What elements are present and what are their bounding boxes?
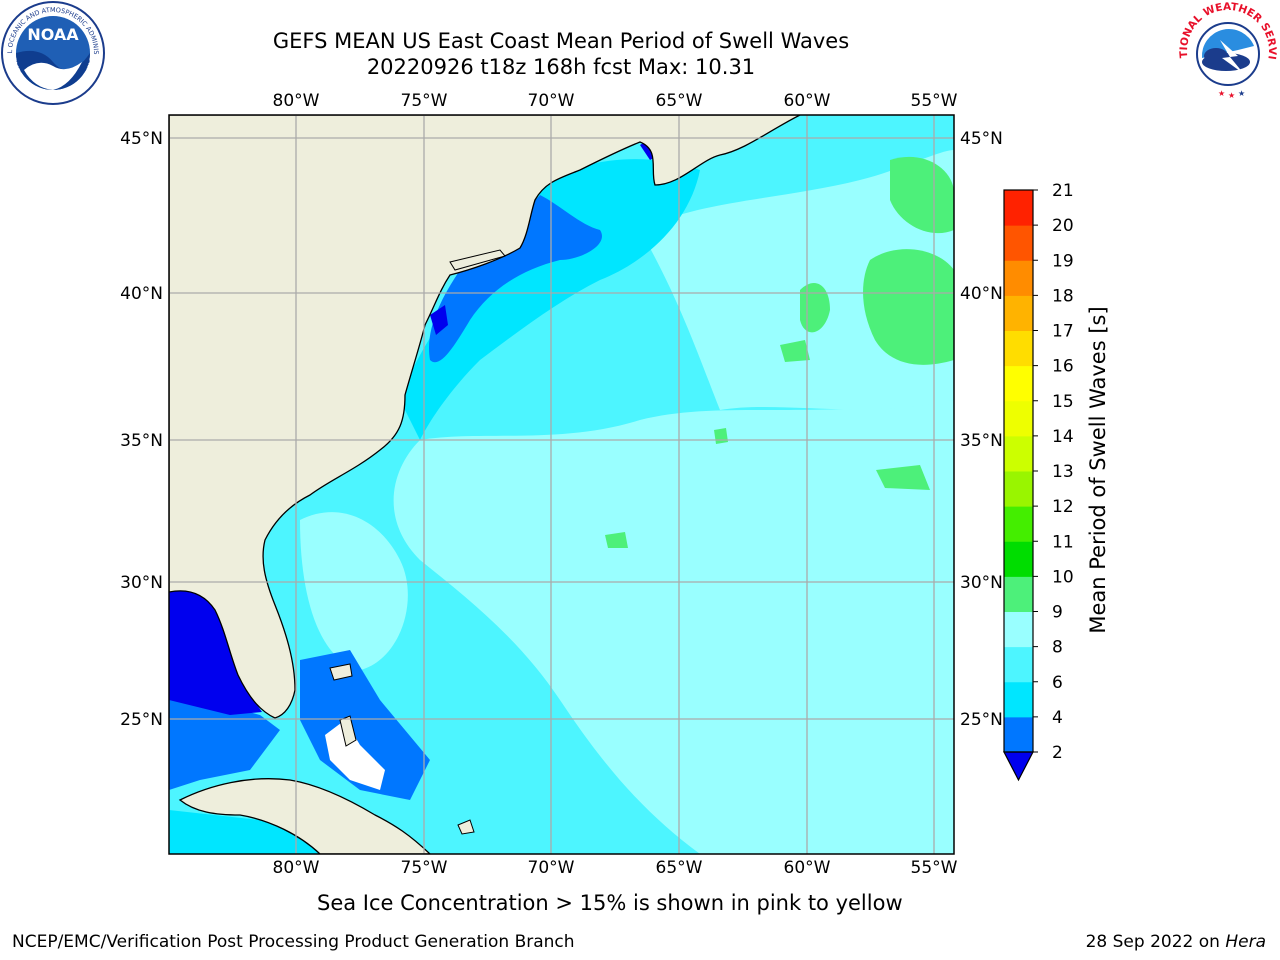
- lon-label-bottom: 55°W: [911, 858, 958, 878]
- colorbar-segment: [1004, 260, 1033, 296]
- svg-text:★: ★: [1218, 89, 1225, 98]
- colorbar-segment: [1004, 576, 1033, 612]
- lon-label-bottom: 75°W: [401, 858, 448, 878]
- colorbar-segment: [1004, 681, 1033, 718]
- colorbar-tick-label: 19: [1052, 251, 1074, 271]
- lat-label-right: 35°N: [960, 431, 1003, 451]
- colorbar-segment: [1004, 295, 1033, 331]
- colorbar-segment: [1004, 330, 1033, 367]
- colorbar-tick-label: 20: [1052, 216, 1074, 236]
- land-cuba: [178, 778, 431, 854]
- colorbar-tick-label: 8: [1052, 638, 1063, 658]
- lat-label-left: 45°N: [120, 129, 163, 149]
- bahamas-bank-white: [325, 720, 385, 790]
- colorbar-segment: [1004, 365, 1033, 402]
- colorbar-tick-label: 15: [1052, 392, 1074, 412]
- swell-zone-cyan: [400, 159, 700, 440]
- swell-zone-green-2: [863, 249, 954, 365]
- lat-label-left: 35°N: [120, 431, 163, 451]
- colorbar-tick-label: 18: [1052, 286, 1074, 306]
- lat-label-right: 25°N: [960, 710, 1003, 730]
- swell-zone-gulf-deep: [169, 585, 262, 715]
- map-title: GEFS MEAN US East Coast Mean Period of S…: [272, 29, 850, 53]
- swell-zone-blue-chesapeake: [430, 305, 448, 335]
- colorbar-tick-label: 11: [1052, 532, 1074, 552]
- colorbar-under-triangle: [1003, 751, 1034, 782]
- colorbar-tick-label: 6: [1052, 673, 1063, 693]
- colorbar-segment: [1004, 646, 1033, 683]
- lat-label-right: 45°N: [960, 129, 1003, 149]
- swell-zone-light-sw: [300, 512, 408, 670]
- colorbar-tick-label: 16: [1052, 357, 1074, 377]
- colorbar-segment: [1004, 225, 1033, 261]
- lon-label-top: 60°W: [784, 91, 831, 111]
- graticule: [169, 115, 954, 854]
- lon-label-bottom: 65°W: [656, 858, 703, 878]
- colorbar-tick-label: 21: [1052, 181, 1074, 201]
- colorbar-segment: [1004, 400, 1033, 437]
- lat-label-left: 25°N: [120, 710, 163, 730]
- lon-label-top: 65°W: [656, 91, 703, 111]
- date-value: 28 Sep 2022 on: [1085, 932, 1220, 952]
- date-text: 28 Sep 2022 on Hera: [1086, 932, 1266, 952]
- swell-zone-light: [393, 400, 954, 854]
- lon-label-top: 55°W: [911, 91, 958, 111]
- colorbar-segment: [1004, 611, 1033, 648]
- noaa-logo-icon: NATIONAL OCEANIC AND ATMOSPHERIC ADMINIS…: [0, 0, 105, 105]
- lon-label-top: 70°W: [528, 91, 575, 111]
- lon-labels: 80°W 75°W 70°W 65°W 60°W 55°W 80°W 75°W …: [273, 91, 958, 878]
- colorbar-segment: [1004, 541, 1033, 577]
- lon-label-bottom: 80°W: [273, 858, 320, 878]
- swell-zone-gulf-blue: [169, 690, 280, 790]
- colorbar-segment: [1004, 506, 1033, 542]
- land-north-america: [169, 115, 801, 719]
- svg-text:★: ★: [1238, 89, 1245, 98]
- credit-text: NCEP/EMC/Verification Post Processing Pr…: [12, 932, 575, 952]
- land-long-island: [449, 249, 506, 271]
- land-hispaniola-tip: [457, 819, 475, 835]
- colorbar-segment: [1004, 716, 1033, 753]
- land-bahamas-andros: [339, 715, 357, 747]
- lon-label-top: 75°W: [401, 91, 448, 111]
- colorbar-tick-label: 17: [1052, 322, 1074, 342]
- colorbar-label: Mean Period of Swell Waves [s]: [1086, 306, 1110, 633]
- colorbar-tick-label: 2: [1052, 743, 1063, 763]
- swell-zone-light-ne: [640, 150, 954, 410]
- map-frame: [168, 114, 955, 855]
- colorbar-tick-label: 10: [1052, 567, 1074, 587]
- colorbar-segment: [1004, 190, 1033, 226]
- colorbar-segment: [1004, 471, 1033, 507]
- nws-logo-icon: NATIONAL WEATHER SERVICE ★ ★ ★: [1176, 0, 1278, 102]
- map-panel: [169, 115, 954, 854]
- map-subtitle: 20220926 t18z 168h fcst Max: 10.31: [366, 55, 756, 79]
- lon-label-bottom: 60°W: [784, 858, 831, 878]
- swell-zone-blue-north: [429, 195, 602, 363]
- lat-label-right: 40°N: [960, 284, 1003, 304]
- swell-zone-green-1: [890, 156, 954, 234]
- swell-zone-green-5: [876, 465, 930, 490]
- colorbar-tick-label: 14: [1052, 427, 1074, 447]
- machine-name: Hera: [1225, 932, 1266, 952]
- svg-text:★: ★: [1228, 91, 1235, 100]
- noaa-logo-text: NOAA: [27, 25, 79, 44]
- swell-zone-green-6: [714, 428, 728, 444]
- lat-label-right: 30°N: [960, 573, 1003, 593]
- lat-label-left: 40°N: [120, 284, 163, 304]
- colorbar-tick-label: 9: [1052, 603, 1063, 623]
- colorbar: 2 4 6 8 9 10 11 12 13 14 15 16 17 18 19 20 21: [1003, 181, 1074, 782]
- lon-label-bottom: 70°W: [528, 858, 575, 878]
- colorbar-tick-label: 12: [1052, 497, 1074, 517]
- colorbar-tick-label: 13: [1052, 462, 1074, 482]
- colorbar-tick-label: 4: [1052, 708, 1063, 728]
- colorbar-segment: [1004, 435, 1033, 472]
- lat-labels: 45°N 40°N 35°N 30°N 25°N 45°N 40°N 35°N …: [120, 129, 1003, 730]
- sea-ice-note: Sea Ice Concentration > 15% is shown in …: [317, 891, 903, 915]
- lon-label-top: 80°W: [273, 91, 320, 111]
- swell-zone-green-4: [780, 340, 810, 362]
- lat-label-left: 30°N: [120, 573, 163, 593]
- swell-zone-green-7: [605, 532, 628, 548]
- land-bahamas-abaco: [329, 663, 353, 681]
